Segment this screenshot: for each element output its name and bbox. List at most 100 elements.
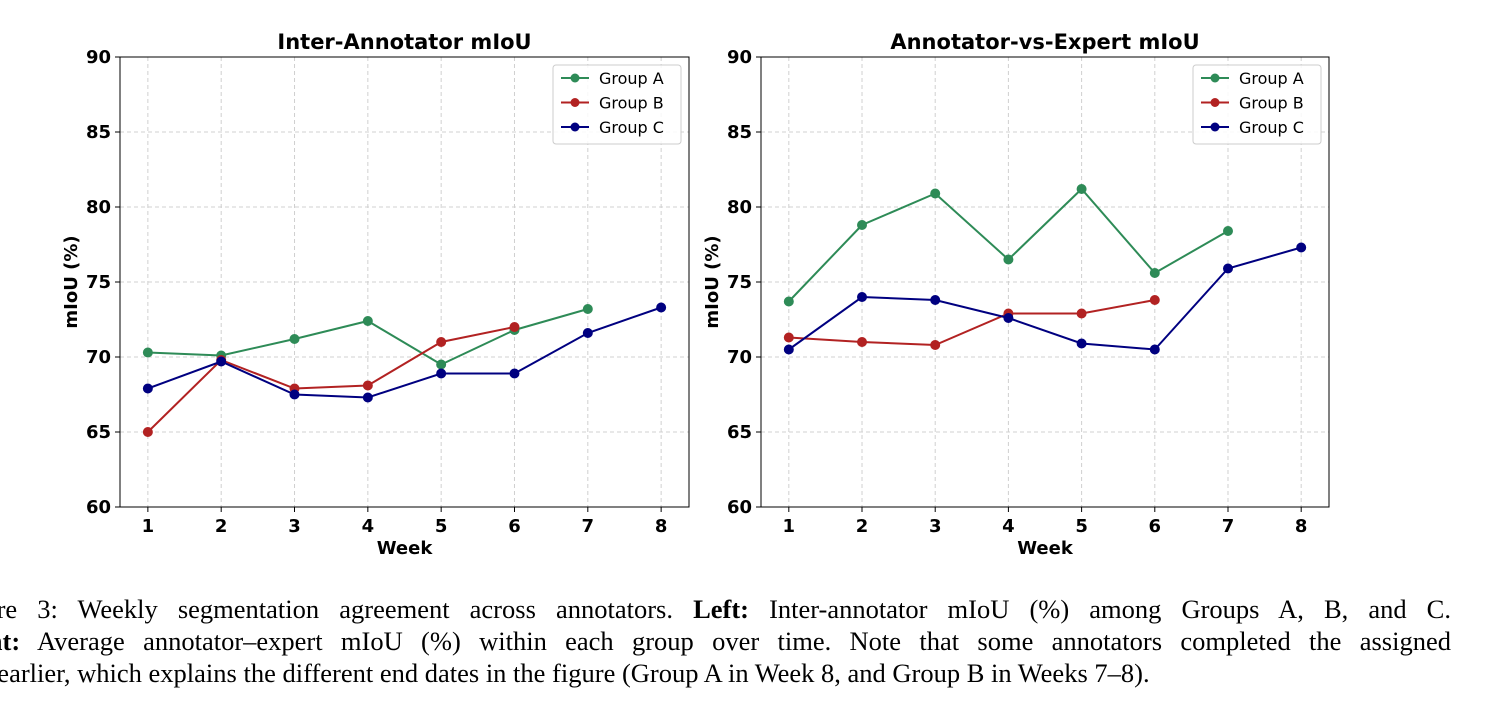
y-tick-label: 75 bbox=[86, 272, 111, 293]
y-tick-label: 80 bbox=[727, 197, 752, 218]
y-tick-label: 65 bbox=[727, 422, 752, 443]
legend-marker bbox=[570, 122, 580, 132]
data-point bbox=[1076, 308, 1087, 319]
legend-marker bbox=[1210, 73, 1220, 83]
series-line-group-b bbox=[788, 299, 1155, 347]
x-tick-label: 3 bbox=[929, 516, 942, 537]
legend-marker bbox=[1210, 122, 1220, 132]
y-tick-label: 60 bbox=[86, 497, 111, 518]
data-point bbox=[1149, 344, 1160, 355]
data-point bbox=[930, 340, 941, 350]
y-tick-label: 75 bbox=[727, 272, 752, 293]
x-tick-label: 2 bbox=[215, 516, 228, 537]
data-point bbox=[582, 328, 593, 338]
chart-1: 1 2 3 4 5 6 7 8 60 65 70 75 80 85 90 Inter-Annotator mI… bbox=[61, 30, 690, 559]
y-tick-label: 80 bbox=[86, 197, 111, 218]
y-tick-label: 85 bbox=[86, 122, 111, 143]
x-tick-label: 5 bbox=[435, 516, 448, 537]
x-axis-label: Week bbox=[1017, 538, 1074, 559]
legend-marker bbox=[1210, 98, 1220, 107]
x-tick-label: 4 bbox=[362, 516, 375, 537]
data-point bbox=[582, 304, 593, 314]
x-tick-label: 6 bbox=[508, 516, 521, 537]
data-point bbox=[1222, 263, 1233, 274]
y-tick-label: 60 bbox=[727, 497, 752, 518]
data-point bbox=[656, 302, 667, 313]
y-tick-label: 90 bbox=[86, 47, 111, 68]
data-point bbox=[930, 188, 941, 199]
data-point bbox=[783, 332, 794, 343]
legend-box bbox=[552, 64, 682, 145]
data-point bbox=[1149, 268, 1160, 278]
data-point bbox=[857, 220, 868, 230]
legend-marker bbox=[570, 73, 580, 83]
data-point bbox=[930, 295, 941, 305]
legend-label: Group C bbox=[1239, 118, 1304, 137]
data-point bbox=[1076, 338, 1087, 349]
data-point bbox=[1076, 184, 1087, 194]
chart-2: 1 2 3 4 5 6 7 8 60 65 70 75 80 85 90 Annotator-vs-Exper… bbox=[702, 30, 1330, 559]
legend: Group A Group B Group C bbox=[552, 64, 682, 145]
y-tick-label: 70 bbox=[86, 347, 111, 368]
data-point bbox=[857, 337, 868, 347]
data-point bbox=[1222, 226, 1233, 236]
x-tick-label: 8 bbox=[655, 516, 668, 537]
x-tick-label: 1 bbox=[142, 516, 155, 537]
data-point bbox=[289, 334, 300, 344]
data-point bbox=[362, 316, 373, 326]
data-point bbox=[1296, 242, 1307, 253]
caption-bold: Left: bbox=[693, 594, 749, 624]
y-tick-label: 85 bbox=[727, 122, 752, 143]
legend-marker bbox=[570, 98, 580, 107]
data-point bbox=[1149, 295, 1160, 305]
chart-title: Inter-Annotator mIoU bbox=[277, 30, 531, 54]
y-tick-label: 65 bbox=[86, 422, 111, 443]
data-point bbox=[289, 389, 300, 400]
data-point bbox=[436, 337, 447, 347]
data-point bbox=[783, 296, 794, 307]
x-tick-label: 7 bbox=[582, 516, 595, 537]
x-tick-label: 1 bbox=[783, 516, 796, 537]
caption-text: Average annotator–expert mIoU (%) within… bbox=[20, 626, 1451, 656]
plot-frame bbox=[119, 56, 690, 508]
y-axis-label: mIoU (%) bbox=[702, 235, 723, 328]
chart-title: Annotator-vs-Expert mIoU bbox=[890, 30, 1199, 54]
caption-bold: Right: bbox=[0, 626, 21, 656]
legend-label: Group A bbox=[599, 69, 664, 88]
x-tick-label: 2 bbox=[856, 516, 869, 537]
series-line-group-c bbox=[147, 306, 662, 399]
legend-box bbox=[1192, 64, 1322, 145]
x-tick-label: 4 bbox=[1002, 516, 1015, 537]
y-axis-label: mIoU (%) bbox=[61, 235, 82, 328]
caption-line-2: Right: Average annotator–expert mIoU (%)… bbox=[0, 626, 1451, 660]
data-point bbox=[216, 356, 227, 367]
data-point bbox=[857, 292, 868, 302]
data-point bbox=[1003, 313, 1014, 323]
data-point bbox=[362, 380, 373, 391]
x-axis-label: Week bbox=[377, 538, 434, 559]
caption-text: Inter-annotator mIoU (%) among Groups A,… bbox=[748, 594, 1451, 624]
legend-label: Group A bbox=[1239, 69, 1304, 88]
series-line-group-c bbox=[788, 246, 1302, 351]
legend: Group A Group B Group C bbox=[1192, 64, 1322, 145]
legend-label: Group B bbox=[599, 94, 664, 113]
data-point bbox=[509, 368, 520, 379]
data-point bbox=[1003, 254, 1014, 265]
x-tick-label: 6 bbox=[1149, 516, 1162, 537]
data-point bbox=[142, 383, 153, 394]
y-tick-label: 70 bbox=[727, 347, 752, 368]
data-point bbox=[436, 368, 447, 379]
caption-line-1: Figure 3: Weekly segmentation agreement … bbox=[0, 594, 1451, 628]
data-point bbox=[783, 344, 794, 355]
data-point bbox=[436, 359, 447, 370]
x-tick-label: 3 bbox=[288, 516, 301, 537]
data-point bbox=[509, 322, 520, 332]
plot-frame bbox=[760, 56, 1330, 508]
caption-line-3: task earlier, which explains the differe… bbox=[0, 658, 1451, 689]
series-line-group-b bbox=[147, 326, 515, 433]
x-tick-label: 7 bbox=[1222, 516, 1235, 537]
data-point bbox=[142, 347, 153, 358]
legend-label: Group C bbox=[599, 118, 664, 137]
data-point bbox=[142, 427, 153, 437]
